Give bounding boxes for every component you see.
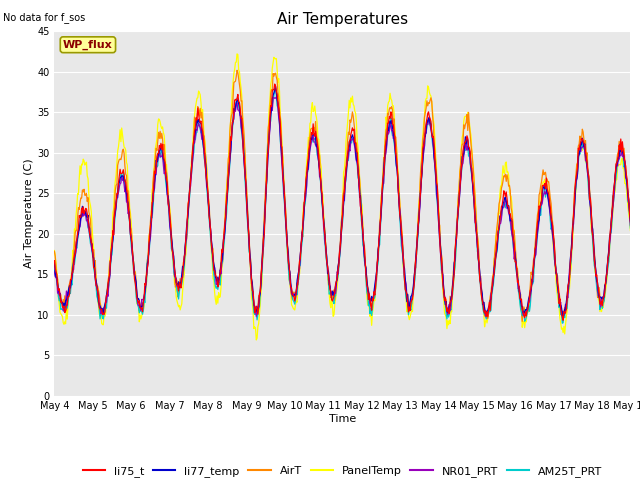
Text: WP_flux: WP_flux: [63, 40, 113, 50]
Y-axis label: Air Temperature (C): Air Temperature (C): [24, 159, 35, 268]
Text: No data for f_sos: No data for f_sos: [3, 12, 86, 23]
Legend: li75_t, li77_temp, AirT, PanelTemp, NR01_PRT, AM25T_PRT: li75_t, li77_temp, AirT, PanelTemp, NR01…: [78, 462, 607, 480]
Title: Air Temperatures: Air Temperatures: [277, 12, 408, 27]
X-axis label: Time: Time: [329, 414, 356, 424]
